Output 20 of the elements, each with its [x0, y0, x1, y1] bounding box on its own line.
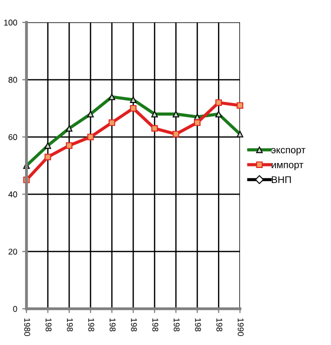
x-tick-label: 198 [130, 318, 137, 332]
x-tick-label: 198 [110, 318, 116, 332]
y-tick-label: 40 [8, 191, 18, 198]
y-tick-label: 80 [8, 76, 18, 83]
y-tick-label: 100 [4, 20, 18, 26]
x-tick-label: 198 [46, 318, 52, 332]
x-tick-label: 198 [174, 318, 180, 332]
legend-label: экспорт [271, 148, 306, 156]
x-tick-label: 1990 [238, 318, 244, 336]
legend-label: импорт [272, 162, 304, 170]
x-tick-label: 198 [88, 318, 94, 332]
legend-label: ВНП [272, 176, 291, 184]
y-tick-label: 20 [8, 248, 18, 255]
x-tick-label: 198 [152, 318, 158, 332]
x-tick-label: 1980 [24, 318, 30, 336]
x-tick-label: 198 [66, 318, 73, 332]
x-tick-label: 198 [216, 318, 222, 332]
y-tick-label: 60 [8, 134, 18, 140]
x-tick-label: 198 [195, 318, 201, 332]
y-tick-label: 0 [13, 306, 18, 312]
